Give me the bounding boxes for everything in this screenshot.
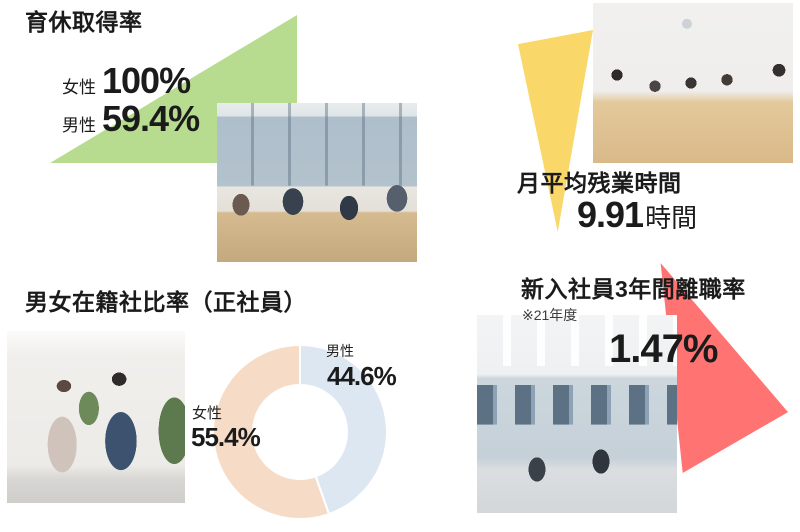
turnover-note: ※21年度 <box>522 307 578 323</box>
donut-male-label: 男性 <box>326 343 354 359</box>
parental-leave-male-row: 男性 59.4% <box>62 97 200 139</box>
gender-ratio-title: 男女在籍社比率（正社員） <box>25 289 307 315</box>
donut-female-value: 55.4% <box>191 422 261 452</box>
female-rate-value: 100% <box>102 60 191 101</box>
gender-ratio-donut-chart <box>212 344 388 520</box>
donut-slice-男性 <box>299 344 388 516</box>
donut-slice-女性 <box>212 344 331 520</box>
conference-table-photo <box>593 3 793 163</box>
male-rate-value: 59.4% <box>102 97 200 139</box>
donut-female-label: 女性 <box>192 405 223 422</box>
female-label: 女性 <box>62 78 96 97</box>
meeting-by-windows-photo <box>217 103 417 262</box>
overtime-value-row: 9.91 時間 <box>577 197 697 233</box>
donut-male-value: 44.6% <box>327 361 397 391</box>
hallway-conversation-photo <box>7 331 185 503</box>
turnover-value: 1.47% <box>609 327 718 371</box>
turnover-title: 新入社員3年間離職率 <box>521 276 746 302</box>
overtime-title: 月平均残業時間 <box>517 170 682 196</box>
parental-leave-title: 育休取得率 <box>25 9 143 35</box>
overtime-value: 9.91 <box>577 194 644 235</box>
parental-leave-female-row: 女性 100% <box>62 62 199 100</box>
male-label: 男性 <box>62 115 96 135</box>
parental-leave-stats: 女性 100% 男性 59.4% <box>62 62 200 139</box>
open-office-photo <box>477 315 677 513</box>
overtime-unit: 時間 <box>645 203 698 233</box>
